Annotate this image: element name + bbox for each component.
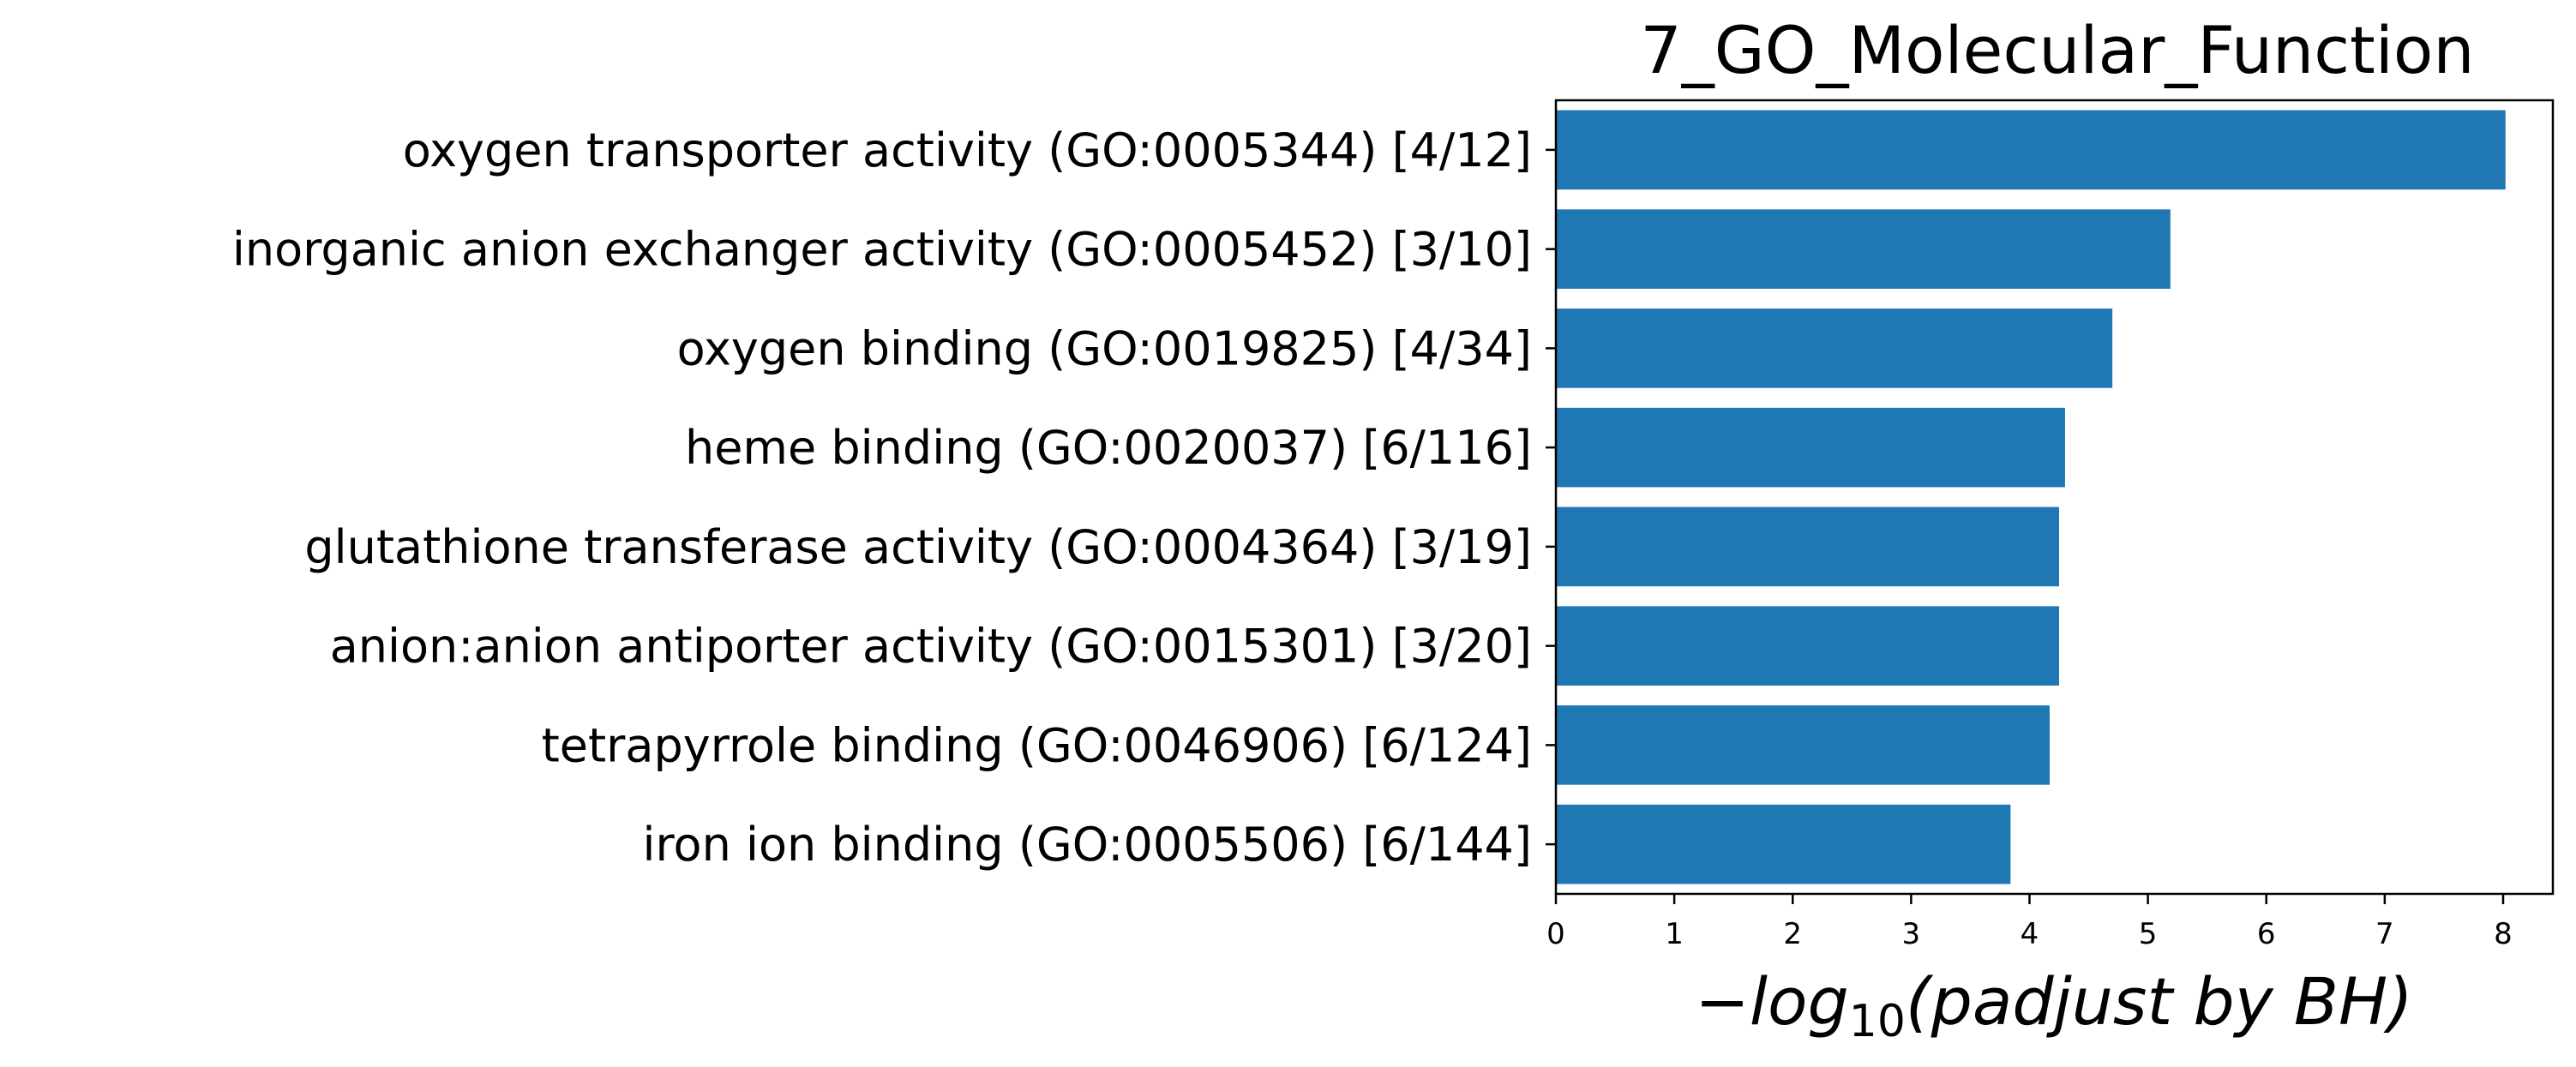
bar-5	[1556, 507, 2060, 587]
x-tick-label: 0	[1546, 917, 1565, 951]
bar-2	[1556, 209, 2171, 289]
x-ticks: 0 1 2 3 4 5 6 7 8	[1546, 894, 2513, 951]
x-axis-label-suffix: (padjust by BH)	[1906, 963, 2413, 1040]
bar-4	[1556, 407, 2065, 488]
x-tick-label: 6	[2257, 917, 2276, 951]
chart-title: 7_GO_Molecular_Function	[1640, 12, 2474, 88]
x-tick-label: 5	[2139, 917, 2158, 951]
bar-1	[1556, 110, 2506, 190]
category-label: anion:anion antiporter activity (GO:0015…	[330, 620, 1532, 674]
x-tick-label: 4	[2021, 917, 2039, 951]
category-label: oxygen transporter activity (GO:0005344)…	[403, 123, 1532, 177]
bar-6	[1556, 606, 2060, 686]
bars-group	[1556, 110, 2506, 884]
x-tick-label: 8	[2494, 917, 2513, 951]
category-labels: oxygen transporter activity (GO:0005344)…	[232, 123, 1556, 872]
bar-8	[1556, 804, 2011, 884]
x-tick-label: 3	[1902, 917, 1921, 951]
bar-3	[1556, 309, 2113, 388]
x-tick-label: 1	[1665, 917, 1684, 951]
category-label: glutathione transferase activity (GO:000…	[304, 520, 1532, 574]
x-tick-label: 7	[2375, 917, 2394, 951]
bar-7	[1556, 705, 2050, 785]
category-label: tetrapyrrole binding (GO:0046906) [6/124…	[542, 718, 1532, 772]
category-label: inorganic anion exchanger activity (GO:0…	[232, 223, 1532, 277]
x-axis-label: −log10(padjust by BH)	[1695, 963, 2413, 1047]
category-label: iron ion binding (GO:0005506) [6/144]	[643, 818, 1532, 872]
x-tick-label: 2	[1783, 917, 1802, 951]
x-axis-label-prefix: −log	[1695, 963, 1849, 1040]
category-label: heme binding (GO:0020037) [6/116]	[685, 421, 1532, 475]
x-axis-label-subscript: 10	[1849, 996, 1906, 1047]
plot-frame	[1554, 99, 2555, 896]
category-label: oxygen binding (GO:0019825) [4/34]	[677, 321, 1532, 375]
